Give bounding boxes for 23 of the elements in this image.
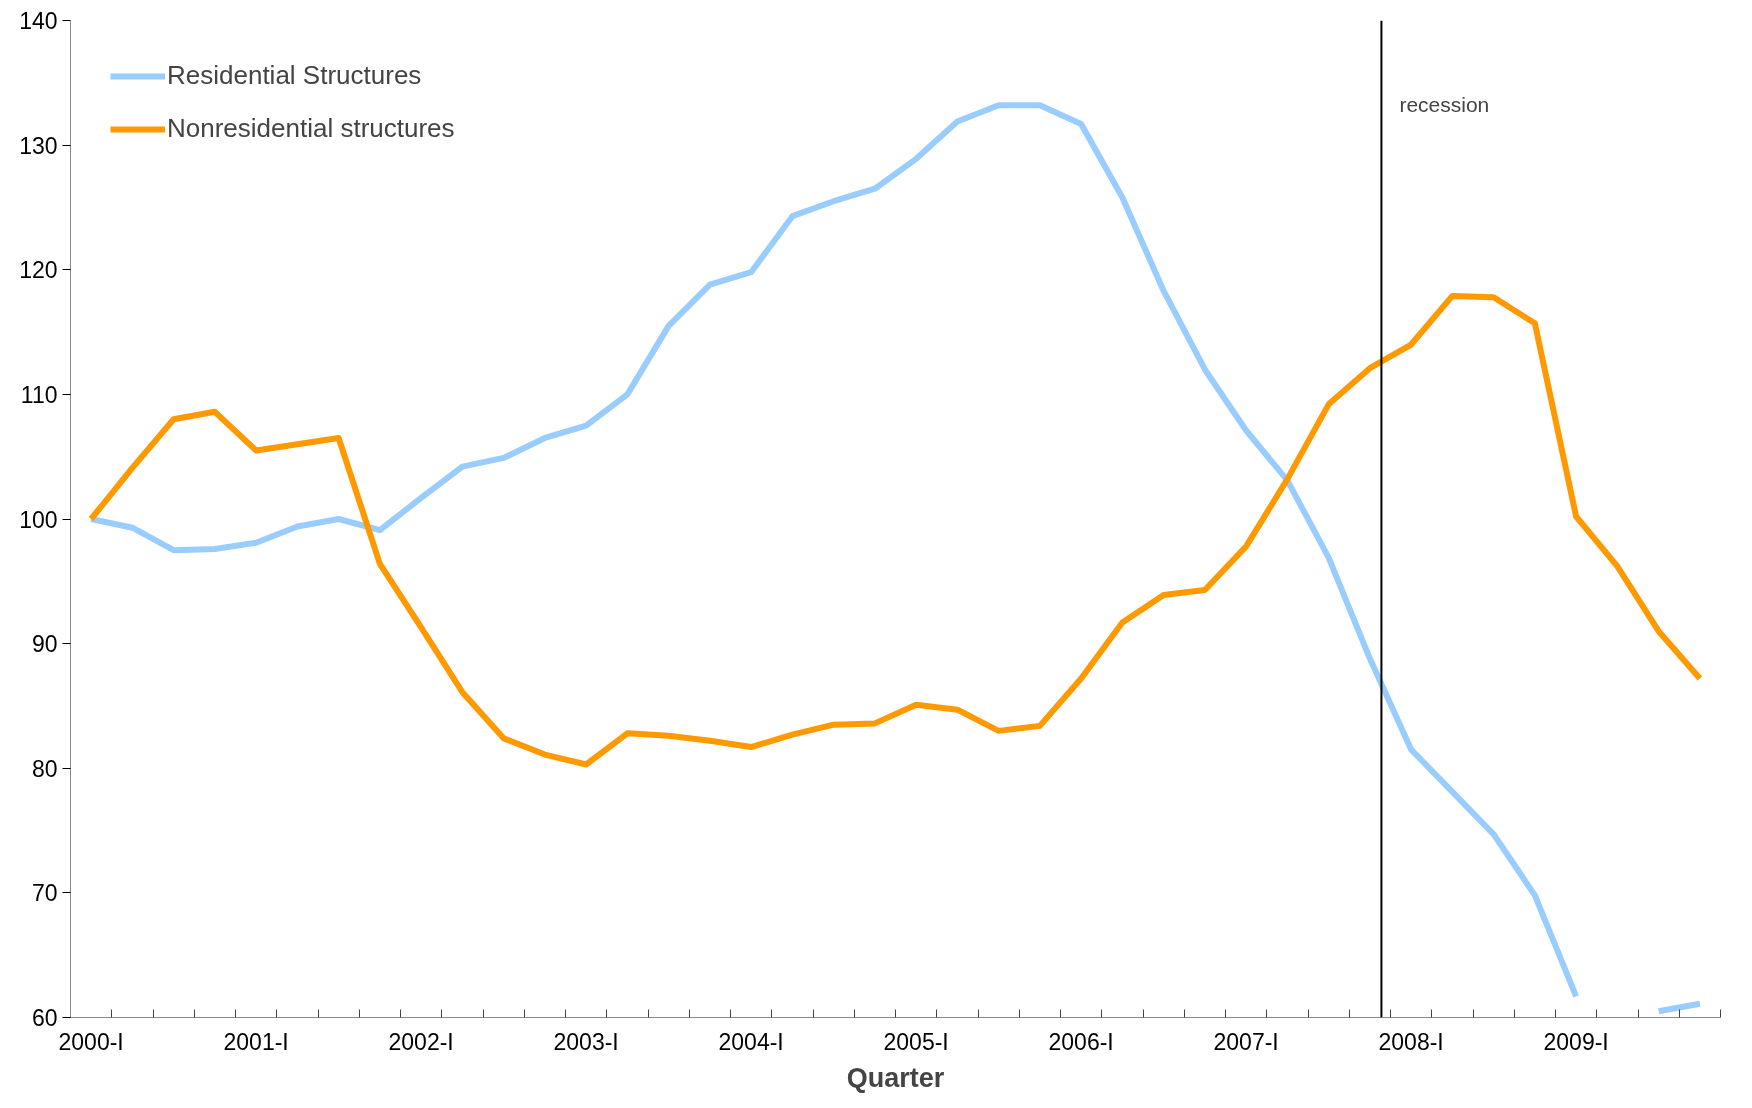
y-tick-label: 70 xyxy=(31,880,58,907)
x-tick-label: 2003-I xyxy=(553,1028,619,1055)
x-tick-label: 2000-I xyxy=(58,1028,124,1055)
x-axis-title: Quarter xyxy=(846,1062,945,1093)
y-tick-label: 130 xyxy=(19,132,58,159)
x-tick-label: 2004-I xyxy=(718,1028,784,1055)
x-tick-label: 2006-I xyxy=(1048,1028,1114,1055)
x-tick-label: 2009-I xyxy=(1543,1028,1609,1055)
y-tick-label: 60 xyxy=(31,1005,58,1031)
y-tick-label: 110 xyxy=(20,381,58,408)
y-tick-label: 80 xyxy=(31,755,58,782)
y-tick-label: 140 xyxy=(19,8,58,34)
x-tick-label: 2002-I xyxy=(388,1028,454,1055)
x-tick-label: 2007-I xyxy=(1213,1028,1279,1055)
x-tick-label: 2008-I xyxy=(1378,1028,1444,1055)
legend-label: Nonresidential structures xyxy=(167,113,455,144)
x-tick-label: 2005-I xyxy=(883,1028,949,1055)
x-tick-label: 2001-I xyxy=(223,1028,289,1055)
y-tick-label: 120 xyxy=(19,257,58,284)
ref-line-label: recession xyxy=(1399,92,1490,116)
y-tick-label: 100 xyxy=(19,506,58,533)
legend-label: Residential Structures xyxy=(167,60,422,91)
y-tick-label: 90 xyxy=(31,631,58,658)
